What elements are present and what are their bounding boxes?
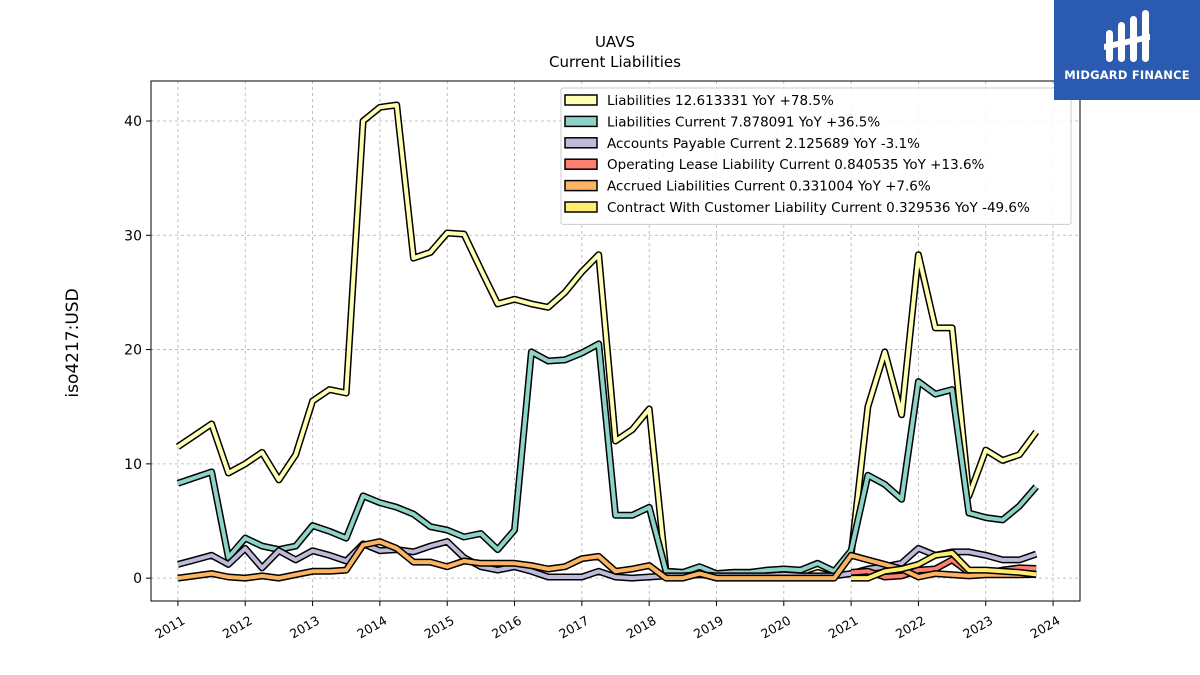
plot-frame: [150, 80, 1081, 602]
x-tick-label: 2016: [489, 613, 524, 642]
legend-swatch: [564, 179, 598, 192]
chart-subtitle: Current Liabilities: [549, 53, 681, 71]
x-tick-label: 2019: [691, 613, 726, 642]
y-tick-label: 10: [124, 457, 142, 473]
series-1: [176, 340, 1039, 578]
logo-text: MIDGARD FINANCE: [1064, 68, 1190, 82]
legend-label: Contract With Customer Liability Current…: [607, 200, 1030, 216]
x-tick-label: 2014: [354, 613, 389, 642]
y-tick-label: 20: [124, 343, 142, 359]
legend-label: Operating Lease Liability Current 0.8405…: [607, 157, 985, 173]
series-0: [175, 101, 1040, 578]
x-tick-label: 2023: [960, 613, 995, 642]
y-tick-label: 40: [124, 114, 142, 130]
x-tick-label: 2020: [758, 613, 793, 642]
legend-box: [560, 87, 1072, 225]
x-tick-label: 2018: [624, 613, 659, 642]
series-line: [851, 551, 1037, 581]
legend-swatch: [564, 158, 598, 170]
legend-swatch: [564, 94, 598, 106]
x-tick-label: 2022: [893, 613, 928, 642]
x-tick-label: 2011: [152, 613, 187, 642]
legend: Liabilities 12.613331 YoY +78.5% Liabilit…: [560, 87, 1072, 225]
legend-label: Liabilities Current 7.878091 YoY +36.5%: [607, 114, 880, 130]
y-tick-label: 30: [124, 228, 142, 244]
legend-swatch: [564, 201, 598, 213]
midgard-logo-icon: [1104, 10, 1150, 62]
x-tick-label: 2015: [422, 613, 457, 642]
chart-title: UAVS: [595, 33, 635, 51]
series-lines: [175, 101, 1040, 582]
midgard-finance-logo: MIDGARD FINANCE: [1054, 0, 1200, 100]
y-tick-label: 0: [133, 571, 142, 587]
legend-swatch: [564, 115, 598, 128]
series-5: [851, 549, 1037, 582]
x-tick-label: 2012: [220, 613, 255, 642]
y-axis-label: iso4217:USD: [63, 288, 83, 397]
legend-swatch: [564, 137, 598, 149]
legend-label: Accounts Payable Current 2.125689 YoY -3…: [607, 136, 920, 152]
legend-label: Liabilities 12.613331 YoY +78.5%: [607, 93, 834, 109]
x-tick-label: 2021: [826, 613, 861, 642]
x-tick-label: 2024: [1028, 613, 1063, 642]
x-tick-label: 2013: [287, 613, 322, 642]
x-tick-label: 2017: [556, 613, 591, 642]
series-line: [176, 103, 1038, 576]
series-line: [177, 341, 1038, 576]
legend-label: Accrued Liabilities Current 0.331004 YoY…: [607, 179, 931, 195]
